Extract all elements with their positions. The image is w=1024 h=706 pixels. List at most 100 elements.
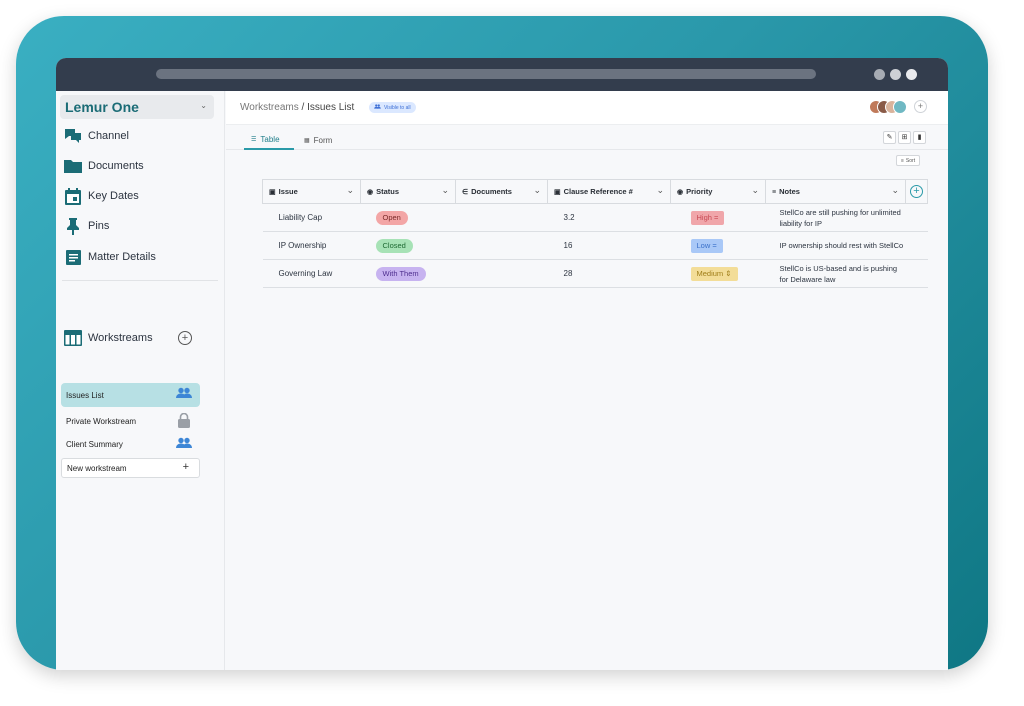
plus-icon: + [182, 461, 189, 473]
browser-titlebar [56, 58, 948, 91]
divider [62, 280, 218, 281]
table-row[interactable]: IP Ownership Closed 16 Low = IP ownershi… [262, 231, 928, 260]
column-label: Status [376, 187, 400, 196]
priority-cell[interactable]: High = [670, 203, 766, 232]
table-row[interactable]: Governing Law With Them 28 Medium ⇕ Stel… [262, 259, 928, 288]
empty-cell [905, 203, 928, 232]
sidebar-item-matter-details[interactable]: Matter Details [64, 246, 156, 268]
chevron-down-icon: ⌄ [200, 101, 207, 110]
text-type-icon: ▣ [269, 189, 276, 196]
workspace-name: Lemur One [65, 99, 139, 115]
column-header-clause-reference[interactable]: ▣ Clause Reference # ⌄ [547, 179, 671, 204]
issue-cell[interactable]: Liability Cap [262, 203, 361, 232]
status-cell[interactable]: With Them [360, 259, 456, 288]
status-type-icon: ◉ [367, 189, 374, 196]
chevron-down-icon[interactable]: ⌄ [441, 185, 449, 195]
sidebar-item-label: Channel [88, 130, 129, 142]
visibility-badge[interactable]: Visible to all [369, 102, 416, 113]
sort-button[interactable]: ≡ Sort [896, 155, 921, 166]
table-row[interactable]: Liability Cap Open 3.2 High = StellCo ar… [262, 203, 928, 232]
column-header-documents[interactable]: ∈ Documents ⌄ [455, 179, 548, 204]
grid-icon[interactable]: ⊞ [898, 131, 911, 144]
pin-icon [64, 217, 82, 235]
add-member-button[interactable]: + [914, 100, 927, 113]
sidebar-item-label: Key Dates [88, 190, 139, 202]
status-badge[interactable]: Open [375, 210, 408, 225]
column-header-notes[interactable]: ≡ Notes ⌄ [765, 179, 906, 204]
window-dot-icon[interactable] [906, 69, 917, 80]
breadcrumb: Workstreams / Issues List [240, 102, 354, 113]
sort-label: Sort [905, 157, 916, 164]
priority-label: High [696, 212, 712, 222]
clause-cell[interactable]: 28 [547, 259, 671, 288]
status-badge[interactable]: With Them [375, 266, 426, 281]
sidebar-item-label: Documents [88, 160, 144, 172]
notes-type-icon: ≡ [772, 189, 777, 196]
column-header-status[interactable]: ◉ Status ⌄ [360, 179, 456, 204]
breadcrumb-current: Issues List [307, 102, 355, 113]
priority-label: Medium [696, 268, 724, 278]
sidebar-item-documents[interactable]: Documents [64, 155, 144, 177]
priority-badge[interactable]: High = [690, 210, 725, 225]
breadcrumb-parent[interactable]: Workstreams [240, 102, 299, 113]
member-avatars[interactable] [869, 100, 913, 114]
sidebar-item-key-dates[interactable]: Key Dates [64, 185, 139, 207]
add-column-button[interactable]: + [910, 185, 923, 198]
equals-icon: = [714, 212, 719, 222]
priority-cell[interactable]: Low = [670, 231, 766, 260]
documents-cell[interactable] [455, 203, 548, 232]
notes-cell[interactable]: StellCo are still pushing for unlimited … [765, 203, 906, 232]
address-bar[interactable] [156, 69, 816, 79]
chevron-down-icon[interactable]: ⌄ [891, 185, 899, 195]
column-header-issue[interactable]: ▣ Issue ⌄ [262, 179, 361, 204]
tab-label: Table [260, 134, 280, 144]
issue-cell[interactable]: Governing Law [262, 259, 361, 288]
sidebar: Lemur One ⌄ Channel Documents Key Dates [56, 91, 225, 670]
status-cell[interactable]: Open [360, 203, 456, 232]
chevron-down-icon[interactable]: ⌄ [346, 185, 354, 195]
people-icon [176, 387, 192, 401]
workstreams-header[interactable]: Workstreams [64, 327, 153, 349]
workspace-switcher[interactable]: Lemur One ⌄ [60, 95, 214, 119]
sidebar-item-label: Matter Details [88, 251, 156, 263]
new-workstream-button[interactable]: New workstream + [61, 458, 200, 478]
issues-table: ▣ Issue ⌄ ◉ Status ⌄ ∈ Documents ⌄ ▣ Clause Ref… [262, 179, 928, 288]
issue-cell[interactable]: IP Ownership [262, 231, 361, 260]
documents-cell[interactable] [455, 259, 548, 288]
sidebar-item-pins[interactable]: Pins [64, 215, 109, 237]
view-tabs: ☰ Table ▦ Form ✎ ⊞ ▮ [226, 126, 948, 150]
clause-cell[interactable]: 3.2 [547, 203, 671, 232]
notes-cell[interactable]: IP ownership should rest with StellCo [765, 231, 906, 260]
details-icon [64, 248, 82, 266]
add-workstream-button[interactable]: + [178, 331, 192, 345]
column-label: Documents [471, 187, 512, 196]
window-dot-icon[interactable] [874, 69, 885, 80]
tab-form[interactable]: ▦ Form [302, 130, 346, 150]
documents-cell[interactable] [455, 231, 548, 260]
sort-icon: ≡ [901, 157, 904, 164]
priority-badge[interactable]: Medium ⇕ [690, 266, 738, 281]
workstream-item-issues-list[interactable]: Issues List [61, 383, 200, 407]
tab-label: Form [313, 135, 333, 145]
visibility-label: Visible to all [384, 104, 411, 111]
chevron-down-icon[interactable]: ⌄ [751, 185, 759, 195]
priority-cell[interactable]: Medium ⇕ [670, 259, 766, 288]
workstreams-title: Workstreams [88, 332, 153, 344]
chevron-down-icon[interactable]: ⌄ [656, 185, 664, 195]
window-dot-icon[interactable] [890, 69, 901, 80]
status-cell[interactable]: Closed [360, 231, 456, 260]
edit-icon[interactable]: ✎ [883, 131, 896, 144]
priority-badge[interactable]: Low = [690, 238, 723, 253]
add-column-header: + [905, 179, 928, 204]
chevron-down-icon[interactable]: ⌄ [533, 185, 541, 195]
column-label: Issue [278, 187, 298, 196]
workstream-item-private[interactable]: Private Workstream [61, 410, 200, 432]
sidebar-item-channel[interactable]: Channel [64, 125, 129, 147]
notes-cell[interactable]: StellCo is US-based and is pushing for D… [765, 259, 906, 288]
workstream-item-client-summary[interactable]: Client Summary [61, 433, 200, 455]
trash-icon[interactable]: ▮ [913, 131, 926, 144]
status-badge[interactable]: Closed [375, 238, 413, 253]
column-header-priority[interactable]: ◉ Priority ⌄ [670, 179, 766, 204]
tab-table[interactable]: ☰ Table [244, 130, 294, 150]
clause-cell[interactable]: 16 [547, 231, 671, 260]
